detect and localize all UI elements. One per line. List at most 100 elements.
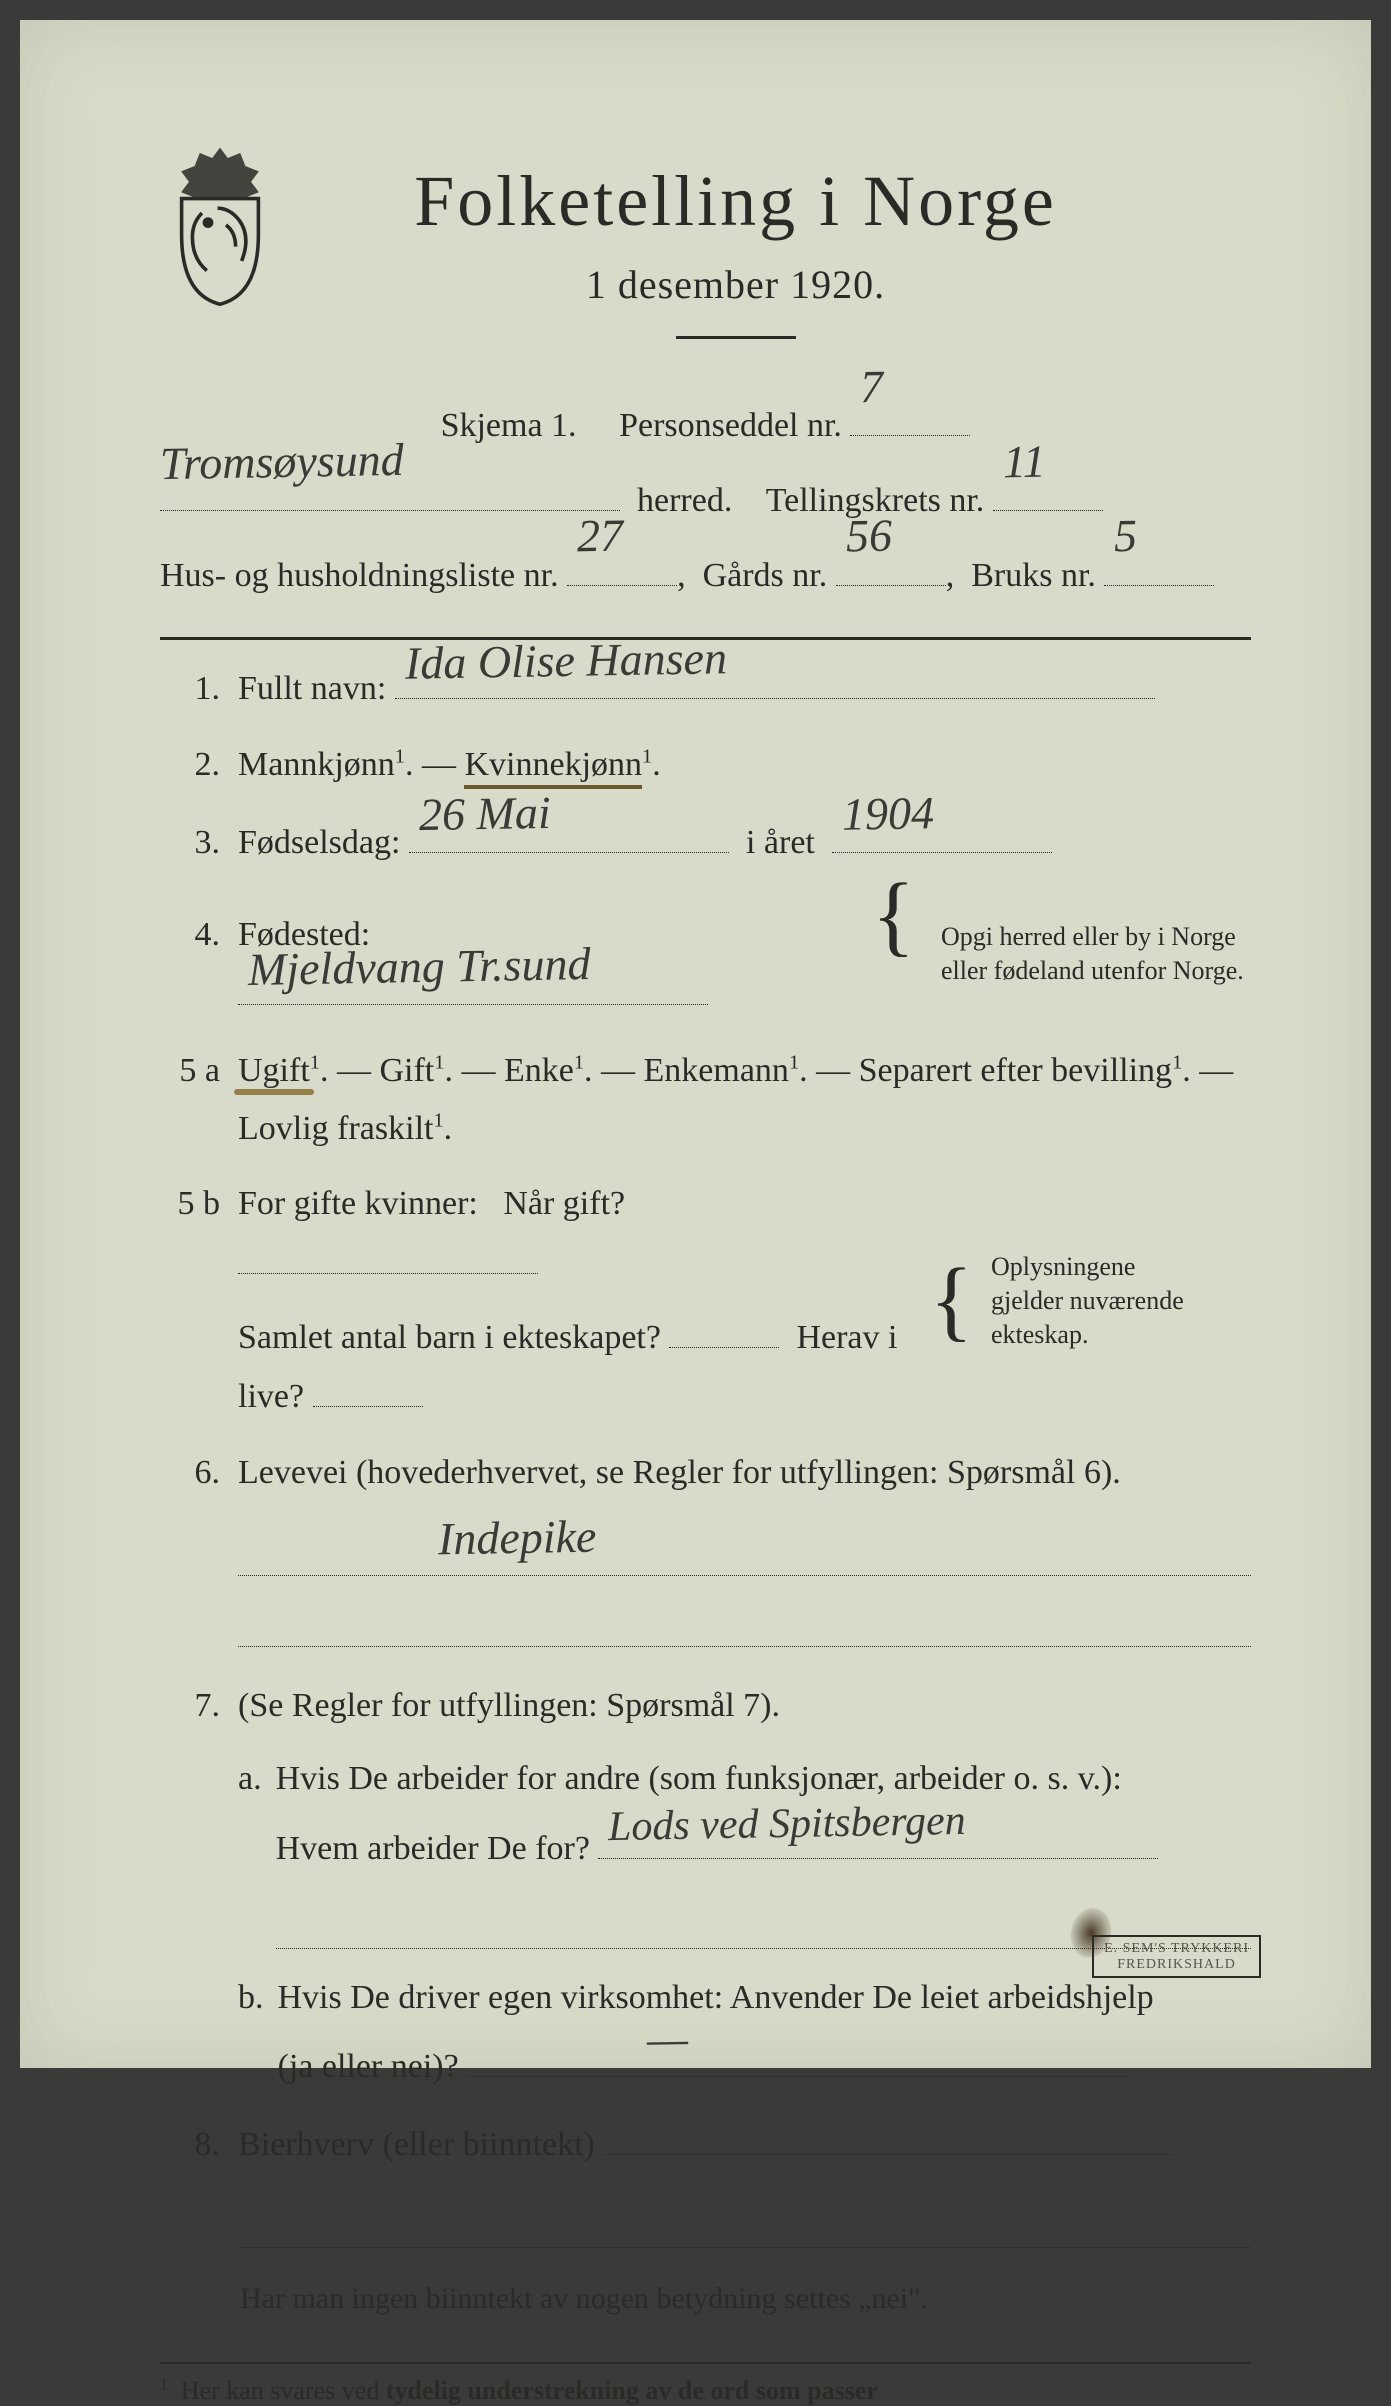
q2-row: 2. Mannkjønn1. — Kvinnekjønn1. — [160, 736, 1251, 794]
footnote: 1 Her kan svares ved tydelig understrekn… — [160, 2376, 1251, 2406]
q7a-field: Lods ved Spitsbergen — [598, 1818, 1158, 1859]
q8-row: 8. Bierhverv (eller biinntekt) — [160, 2114, 1251, 2248]
printer-stamp: E. SEM'S TRYKKERI FREDRIKSHALD — [1092, 1935, 1261, 1978]
main-title: Folketelling i Norge — [320, 160, 1151, 243]
q7a-num: a. — [238, 1750, 262, 1948]
stamp-line-1: E. SEM'S TRYKKERI — [1104, 1941, 1249, 1956]
q4-row: 4. Fødested: Mjeldvang Tr.sund { Opgi he… — [160, 889, 1251, 1023]
q7-num: 7. — [160, 1677, 220, 1735]
footnote-num: 1 — [160, 2377, 168, 2394]
q6-field: Indepike — [238, 1526, 1251, 1576]
husliste-field: 27 — [567, 545, 677, 586]
q3-label: Fødselsdag: — [238, 824, 400, 861]
q5a-ugift: Ugift — [238, 1052, 310, 1089]
q1-num: 1. — [160, 660, 220, 718]
q4-num: 4. — [160, 906, 220, 964]
herred-value: Tromsøysund — [159, 408, 404, 513]
q3-year: 1904 — [841, 775, 934, 855]
q1-row: 1. Fullt navn: Ida Olise Hansen — [160, 658, 1251, 718]
gards-field: 56 — [836, 545, 946, 586]
q3-row: 3. Fødselsdag: 26 Mai i året 1904 — [160, 812, 1251, 872]
q5b-l1a: For gifte kvinner: — [238, 1185, 478, 1222]
q2-opt-mann: Mannkjønn1. — [238, 746, 413, 783]
q7a-value: Lods ved Spitsbergen — [608, 1785, 967, 1863]
q6-num: 6. — [160, 1444, 220, 1502]
bruks-nr: 5 — [1114, 485, 1139, 587]
gards-nr: 56 — [845, 485, 893, 587]
q5b-l1b: Når gift? — [503, 1185, 625, 1222]
q3-num: 3. — [160, 814, 220, 872]
herred-field: Tromsøysund — [160, 470, 620, 511]
q5a-enke: Enke1. — [504, 1052, 593, 1089]
q5a-num: 5 a — [160, 1042, 220, 1100]
q3-day-field: 26 Mai — [409, 812, 729, 853]
q3-year-label: i året — [746, 824, 815, 861]
q3-day: 26 Mai — [418, 774, 551, 854]
q4-aside-bottom: eller fødeland utenfor Norge. — [941, 954, 1251, 988]
q8-num: 8. — [160, 2116, 220, 2174]
title-rule — [676, 336, 796, 339]
title-block: Folketelling i Norge 1 desember 1920. — [320, 160, 1251, 379]
tellingskrets-nr: 11 — [1002, 410, 1046, 512]
q5a-gift: Gift1. — [379, 1052, 452, 1089]
meta-line-2: Tromsøysund herred. Tellingskrets nr. 11 — [160, 464, 1251, 539]
q7b-value: — — [647, 2000, 689, 2079]
q7b-line2: (ja eller nei)? — [278, 2048, 459, 2085]
personseddel-label: Personseddel nr. — [619, 407, 842, 444]
personseddel-nr: 7 — [860, 336, 885, 438]
q5b-gift-field — [238, 1233, 538, 1274]
footnote-text: Her kan svares ved tydelig understreknin… — [181, 2376, 878, 2405]
q4-aside: Opgi herred eller by i Norge eller fødel… — [941, 920, 1251, 988]
subtitle: 1 desember 1920. — [320, 261, 1151, 308]
husliste-label: Hus- og husholdningsliste nr. — [160, 557, 559, 594]
brace-icon: { — [930, 1274, 973, 1328]
census-form-page: Folketelling i Norge 1 desember 1920. Sk… — [20, 20, 1371, 2068]
brace-icon: { — [872, 889, 915, 943]
q6-field-2 — [238, 1606, 1251, 1647]
q5b-aside-1: Oplysningene — [991, 1250, 1251, 1284]
q5a-separert: Separert efter bevilling1. — [859, 1052, 1191, 1089]
q3-year-field: 1904 — [832, 812, 1052, 853]
herred-label: herred. — [637, 482, 732, 519]
q5b-barn-field — [669, 1307, 779, 1348]
meta-line-3: Hus- og husholdningsliste nr. 27 , Gårds… — [160, 539, 1251, 614]
footer-note: Har man ingen biinntekt av nogen betydni… — [160, 2266, 1251, 2332]
q4-value: Mjeldvang Tr.sund — [247, 925, 591, 1009]
q8-field — [603, 2114, 1173, 2155]
q5b-row: 5 b For gifte kvinner: Når gift? Samlet … — [160, 1175, 1251, 1426]
header: Folketelling i Norge 1 desember 1920. — [160, 160, 1251, 379]
q5b-num: 5 b — [160, 1175, 220, 1233]
gards-label: Gårds nr. — [703, 557, 828, 594]
footnote-rule — [160, 2362, 1251, 2364]
q5b-aside-3: ekteskap. — [991, 1318, 1251, 1352]
personseddel-nr-field: 7 — [850, 395, 970, 436]
q7b-num: b. — [238, 1969, 264, 2096]
q4-field: Mjeldvang Tr.sund — [238, 964, 708, 1005]
q5b-aside: Oplysningene gjelder nuværende ekteskap. — [991, 1250, 1251, 1351]
bruks-field: 5 — [1104, 545, 1214, 586]
q6-value: Indepike — [437, 1497, 597, 1578]
q5b-l2a: Samlet antal barn i ekteskapet? — [238, 1319, 661, 1356]
q6-label: Levevei (hovederhvervet, se Regler for u… — [238, 1454, 1121, 1491]
q5a-enkemann: Enkemann1. — [644, 1052, 808, 1089]
q1-field: Ida Olise Hansen — [395, 658, 1155, 699]
q4-aside-top: Opgi herred eller by i Norge — [941, 920, 1251, 954]
bruks-label: Bruks nr. — [971, 557, 1096, 594]
q8-field-2 — [238, 2208, 1251, 2249]
q6-row: 6. Levevei (hovederhvervet, se Regler fo… — [160, 1444, 1251, 1647]
q2-num: 2. — [160, 736, 220, 794]
q1-label: Fullt navn: — [238, 670, 386, 707]
q7-intro: (Se Regler for utfyllingen: Spørsmål 7). — [238, 1687, 780, 1724]
stamp-line-2: FREDRIKSHALD — [1104, 1957, 1249, 1972]
husliste-nr: 27 — [576, 485, 624, 587]
q8-label: Bierhverv (eller biinntekt) — [238, 2126, 595, 2163]
q7-row: 7. (Se Regler for utfyllingen: Spørsmål … — [160, 1677, 1251, 2096]
coat-of-arms-icon — [160, 140, 280, 310]
tellingskrets-field: 11 — [993, 470, 1103, 511]
q7b-field: — — [467, 2036, 1127, 2077]
q1-value: Ida Olise Hansen — [404, 619, 727, 703]
q5a-fraskilt: Lovlig fraskilt1. — [238, 1110, 452, 1147]
q7a-line2: Hvem arbeider De for? — [276, 1830, 590, 1867]
q5a-row: 5 a Ugift1. — Gift1. — Enke1. — Enkemann… — [160, 1042, 1251, 1158]
skjema-label: Skjema 1. — [441, 407, 577, 444]
